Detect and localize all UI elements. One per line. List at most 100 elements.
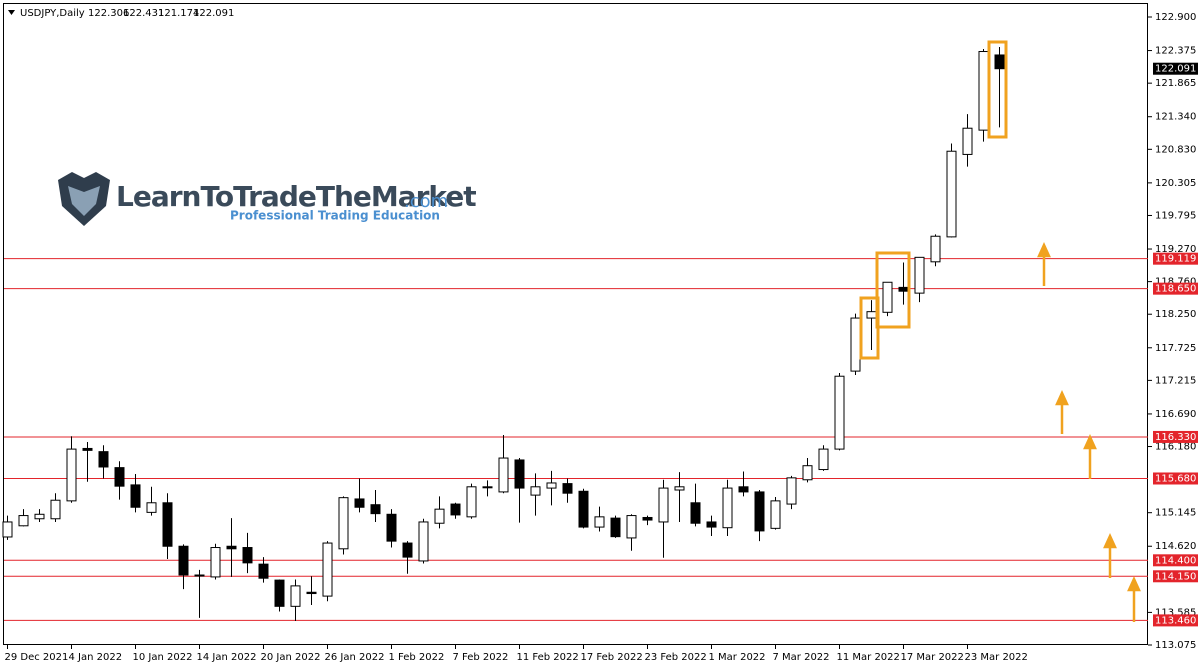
candle-body (962, 127, 973, 155)
x-tick-label: 23 Feb 2022 (645, 652, 707, 663)
x-tick-label: 17 Mar 2022 (901, 652, 964, 663)
candle-body (66, 448, 77, 502)
x-tick-label: 14 Jan 2022 (197, 652, 257, 663)
arrow-head (1127, 575, 1141, 592)
candle-body (450, 503, 461, 516)
current-price-bg (1153, 62, 1198, 75)
candle-body (834, 375, 845, 450)
header-low: 121.174 (158, 8, 199, 19)
candle-body (194, 574, 205, 577)
candle-body (754, 491, 765, 532)
highlights (859, 40, 1008, 360)
y-tick-label: 119.795 (1155, 210, 1196, 221)
x-tick-label: 7 Feb 2022 (453, 652, 509, 663)
header-close: 122.091 (193, 8, 234, 19)
x-tick-label: 11 Mar 2022 (837, 652, 900, 663)
x-tick-label: 4 Jan 2022 (69, 652, 123, 663)
candle-body (434, 508, 445, 524)
candle-body (354, 498, 365, 508)
candle-body (98, 451, 109, 468)
plot-frame (3, 3, 1148, 645)
price-axis: 122.900 122.375 121.865 121.340 120.830 120.3… (1148, 12, 1198, 651)
y-tick-label: 121.865 (1155, 78, 1196, 89)
candle-body (626, 515, 637, 539)
level-label-bg (1153, 430, 1198, 443)
y-tick-label: 117.725 (1155, 343, 1196, 354)
logo-domain: .com (404, 191, 448, 212)
candle-body (402, 542, 413, 558)
symbol: USDJPY,Daily (20, 8, 85, 19)
y-tick-label: 116.180 (1155, 442, 1196, 453)
candle-body (738, 486, 749, 493)
candle-body (210, 547, 221, 578)
y-tick-label: 114.620 (1155, 541, 1196, 552)
candle-body (82, 447, 93, 451)
candle-body (386, 513, 397, 542)
candle-body (498, 457, 509, 493)
y-tick-label: 116.690 (1155, 409, 1196, 420)
logo-bull (68, 186, 100, 216)
y-tick-label: 121.340 (1155, 112, 1196, 123)
candle-body (930, 235, 941, 263)
candle-body (338, 497, 349, 550)
x-tick-label: 23 Mar 2022 (965, 652, 1028, 663)
candle-body (162, 502, 173, 547)
highlight-box (987, 40, 1008, 139)
level-label: 115.680 (1155, 473, 1196, 484)
candle-body (562, 483, 573, 494)
candle-body (690, 502, 701, 524)
candle-body (418, 521, 429, 562)
level-label: 113.460 (1155, 615, 1196, 626)
candle-body (34, 513, 45, 520)
candle-body (482, 486, 493, 489)
arrows (1037, 241, 1141, 622)
x-tick-label: 17 Feb 2022 (581, 652, 643, 663)
y-tick-label: 117.215 (1155, 375, 1196, 386)
level-label: 119.119 (1155, 254, 1196, 265)
x-tick-label: 20 Jan 2022 (261, 652, 321, 663)
candle-body (866, 311, 877, 319)
candle-body (578, 490, 589, 528)
candle-body (706, 521, 717, 528)
candle-body (658, 487, 669, 523)
candle-body (786, 477, 797, 505)
current-price-label: 122.091 (1155, 64, 1196, 75)
y-tick-label: 120.830 (1155, 144, 1196, 155)
arrow-head (1103, 532, 1117, 549)
x-tick-label: 29 Dec 2021 (5, 652, 69, 663)
candle-body (850, 317, 861, 372)
candle-body (818, 448, 829, 471)
logo-tagline: Professional Trading Education (230, 209, 440, 223)
candle-body (802, 465, 813, 481)
candle-body (770, 500, 781, 529)
menu-arrow (8, 10, 15, 15)
y-tick-label: 118.760 (1155, 277, 1196, 288)
candle-body (674, 486, 685, 491)
candle-body (642, 516, 653, 521)
y-tick-label: 113.585 (1155, 607, 1196, 618)
y-tick-label: 118.250 (1155, 309, 1196, 320)
y-tick-label: 113.075 (1155, 640, 1196, 651)
x-tick-label: 7 Mar 2022 (773, 652, 830, 663)
candle-body (258, 563, 269, 579)
candle-body (594, 516, 605, 528)
y-tick-label: 122.900 (1155, 12, 1196, 23)
candle-body (114, 467, 125, 487)
level-label: 116.330 (1155, 432, 1196, 443)
candle-body (322, 542, 333, 597)
y-tick-label: 115.145 (1155, 508, 1196, 519)
x-tick-label: 26 Jan 2022 (325, 652, 385, 663)
candle-body (514, 459, 525, 489)
candle-body (530, 486, 541, 496)
candle-body (178, 545, 189, 576)
y-tick-label: 122.375 (1155, 46, 1196, 57)
x-tick-label: 11 Feb 2022 (517, 652, 579, 663)
candle-body (978, 51, 989, 131)
candle-body (882, 281, 893, 313)
level-label-bg (1153, 570, 1198, 583)
candle-body (610, 517, 621, 538)
candle-body (306, 591, 317, 595)
candle-body (466, 486, 477, 518)
level-label-bg (1153, 614, 1198, 627)
